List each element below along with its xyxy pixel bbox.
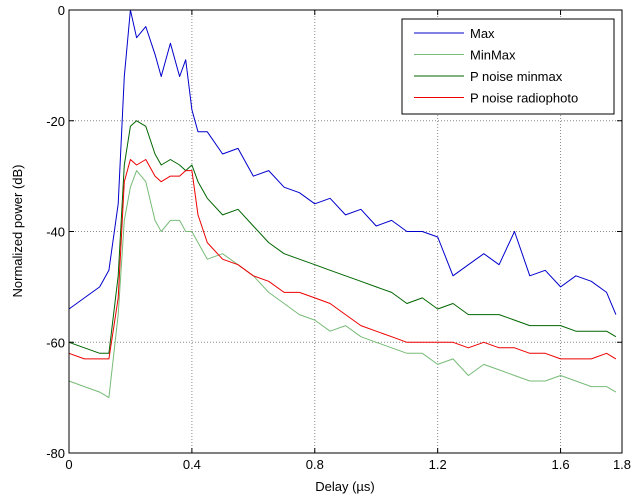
x-tick-label: 1.2 [429, 457, 447, 472]
y-tick-label: -20 [46, 114, 65, 129]
series-line-p-noise-radiophoto [68, 159, 617, 360]
y-tick-label: -80 [46, 446, 65, 461]
y-axis-ticks: 0 -20 -40 -60 -80 [46, 3, 622, 461]
y-tick-label: -40 [46, 225, 65, 240]
x-tick-label: 1.8 [613, 457, 631, 472]
y-tick-label: 0 [58, 3, 65, 18]
series-line-minmax [68, 170, 617, 399]
series-layer [68, 9, 617, 399]
x-tick-label: 1.6 [552, 457, 570, 472]
gridlines [69, 10, 622, 453]
series-line-p-noise-minmax [68, 120, 617, 354]
legend-label: P noise radiophoto [470, 91, 578, 106]
x-tick-label: 0.8 [306, 457, 324, 472]
legend: Max MinMax P noise minmax P noise radiophot… [401, 18, 615, 115]
legend-label: MinMax [470, 48, 516, 63]
legend-box [401, 18, 615, 115]
legend-label: P noise minmax [470, 69, 563, 84]
x-tick-label: 0 [65, 457, 72, 472]
legend-label: Max [470, 26, 495, 41]
x-axis-label: Delay (µs) [315, 479, 375, 494]
y-axis-label: Normalized power (dB) [10, 165, 25, 298]
series-line-max [68, 9, 617, 315]
x-axis-ticks: 0 0.4 0.8 1.2 1.6 1.8 [65, 10, 631, 472]
y-tick-label: -60 [46, 335, 65, 350]
x-tick-label: 0.4 [183, 457, 201, 472]
